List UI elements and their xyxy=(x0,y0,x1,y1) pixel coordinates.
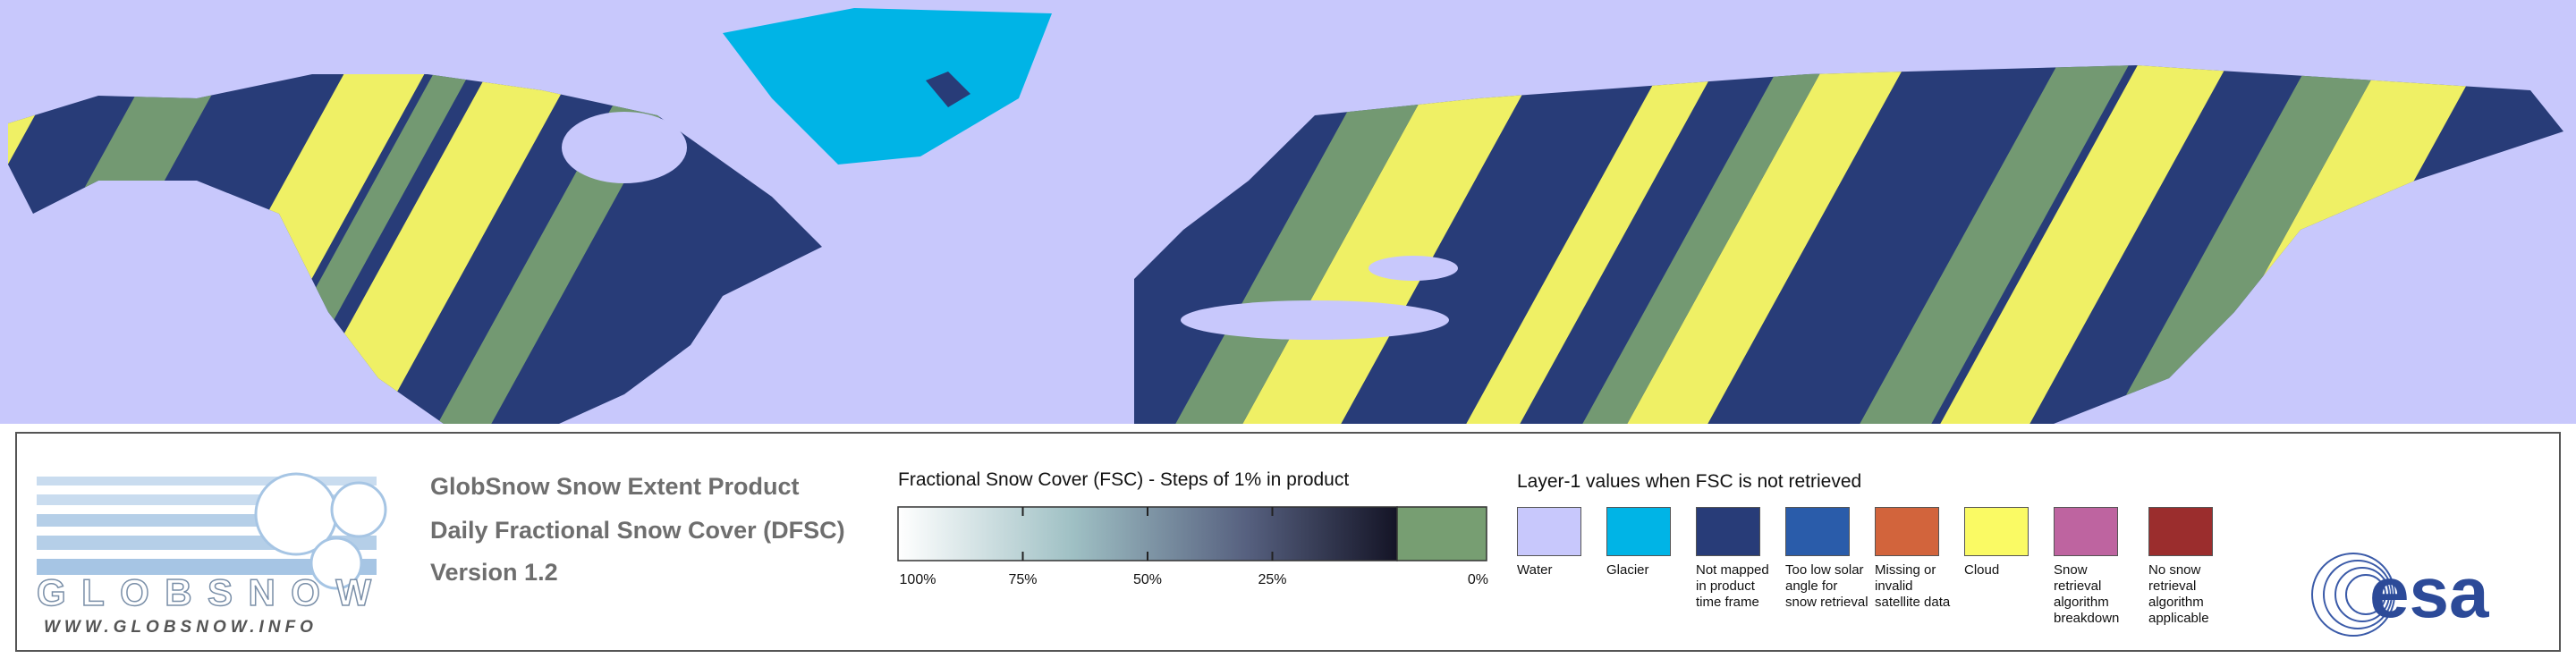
greenland xyxy=(723,8,1052,165)
legend-swatch xyxy=(2054,507,2118,556)
snow-map xyxy=(0,0,2576,424)
legend-swatch xyxy=(2148,507,2213,556)
product-title: GlobSnow Snow Extent Product xyxy=(430,473,800,500)
tick-label: 25% xyxy=(1258,572,1286,587)
hudson-bay xyxy=(562,112,687,183)
legend-panel: GLOBSNOW WWW.GLOBSNOW.INFO GlobSnow Snow… xyxy=(15,432,2561,652)
tick-label: 100% xyxy=(900,572,936,587)
swath-band xyxy=(1627,65,1941,424)
legend-swatch xyxy=(1517,507,1581,556)
logo-url: WWW.GLOBSNOW.INFO xyxy=(44,618,318,637)
greenland-patch xyxy=(926,72,970,107)
legend-swatch xyxy=(1785,507,1850,556)
fsc-zero-swatch xyxy=(1396,506,1487,561)
legend-label: Water xyxy=(1517,562,1553,578)
legend-label: Glacier xyxy=(1606,562,1649,578)
tick-label: 0% xyxy=(1468,572,1488,587)
legend-label: Cloud xyxy=(1964,562,2000,578)
swath-band xyxy=(1860,65,2165,424)
product-subtitle: Daily Fractional Snow Cover (DFSC) xyxy=(430,517,845,544)
globsnow-logo: GLOBSNOW WWW.GLOBSNOW.INFO xyxy=(37,472,387,637)
swath-band xyxy=(1582,65,1860,424)
land xyxy=(8,65,2563,424)
swath-band xyxy=(1940,65,2263,424)
legend-swatch xyxy=(1606,507,1671,556)
swath-band xyxy=(1466,65,1753,424)
fsc-title: Fractional Snow Cover (FSC) - Steps of 1… xyxy=(898,469,1350,490)
swath-band xyxy=(2110,65,2415,424)
legend-label: Not mapped in product time frame xyxy=(1696,562,1769,610)
legend-swatch xyxy=(1696,507,1760,556)
legend-label: Too low solar angle for snow retrieval xyxy=(1785,562,1868,610)
esa-logo: esa xyxy=(2311,553,2489,637)
tick-label: 75% xyxy=(1008,572,1037,587)
agency: esa xyxy=(2369,553,2489,632)
tick-label: 50% xyxy=(1133,572,1162,587)
legend-swatch xyxy=(1875,507,1939,556)
legend-swatch xyxy=(1964,507,2029,556)
layer1-title: Layer-1 values when FSC is not retrieved xyxy=(1517,471,1862,492)
legend-label: No snow retrieval algorithm applicable xyxy=(2148,562,2209,626)
black-sea xyxy=(1368,256,1458,281)
swath-band xyxy=(294,65,613,424)
fsc-colorbar: 100% 75% 50% 25% 0% xyxy=(897,506,1488,587)
mediterranean xyxy=(1181,300,1449,340)
legend-label: Missing or invalid satellite data xyxy=(1875,562,1951,610)
product-version: Version 1.2 xyxy=(430,559,558,586)
legend-label: Snow retrieval algorithm breakdown xyxy=(2054,562,2120,626)
